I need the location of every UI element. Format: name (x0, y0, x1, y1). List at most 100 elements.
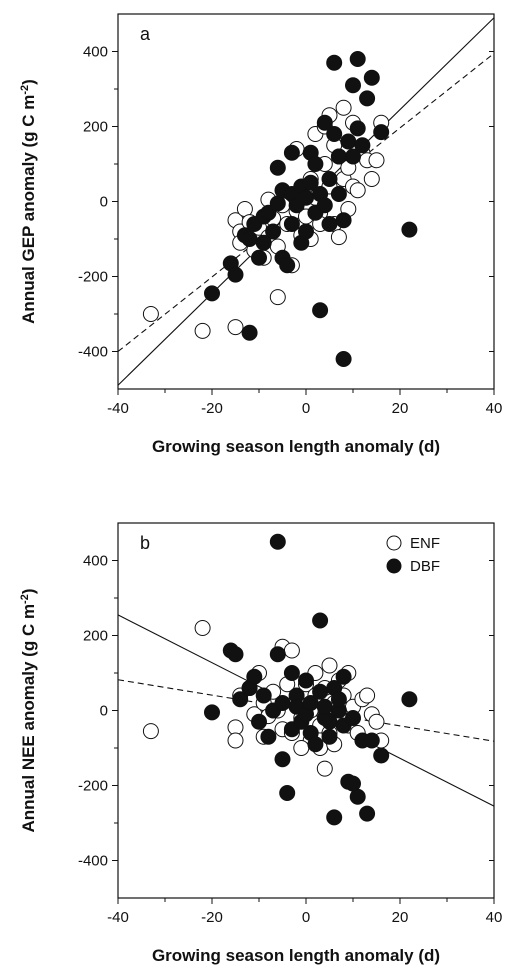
point-dbf (307, 736, 324, 753)
point-dbf (349, 120, 366, 137)
point-dbf (359, 90, 376, 107)
point-enf (316, 760, 333, 777)
x-tick-label: 20 (392, 909, 409, 926)
x-tick-label: 40 (486, 909, 503, 926)
panel-label: a (140, 24, 151, 44)
point-enf (142, 306, 159, 322)
y-tick-label: -200 (78, 269, 108, 286)
point-enf (293, 740, 310, 756)
point-enf (368, 713, 385, 730)
y-tick-label: 200 (83, 628, 108, 645)
point-dbf (316, 698, 333, 715)
y-tick-label: 0 (100, 194, 108, 211)
data-points (142, 533, 418, 826)
point-enf (349, 182, 366, 199)
x-tick-label: -20 (201, 909, 223, 926)
point-dbf (269, 646, 286, 663)
point-dbf (321, 216, 338, 232)
point-dbf (251, 249, 267, 266)
point-dbf (274, 751, 291, 768)
x-tick-label: 0 (302, 909, 310, 926)
x-tick-label: 0 (302, 400, 310, 417)
point-dbf (373, 747, 390, 764)
point-dbf (251, 713, 267, 730)
point-dbf (269, 533, 286, 550)
point-dbf (255, 687, 272, 704)
x-tick-label: -20 (201, 400, 223, 417)
point-dbf (279, 785, 296, 801)
point-dbf (283, 216, 300, 232)
point-dbf (401, 221, 418, 238)
point-dbf (330, 691, 347, 708)
point-dbf (283, 144, 300, 161)
y-axis-label: Annual NEE anomaly (g C m-2) (19, 588, 38, 832)
point-dbf (246, 668, 263, 685)
legend: ENF DBF (386, 535, 440, 575)
point-dbf (269, 159, 286, 176)
point-dbf (401, 691, 418, 708)
point-dbf (335, 212, 352, 229)
point-dbf (241, 324, 258, 341)
point-dbf (274, 695, 291, 711)
point-dbf (312, 683, 329, 700)
point-dbf (316, 197, 333, 214)
point-dbf (265, 223, 282, 240)
y-tick-label: 400 (83, 553, 108, 570)
y-axis-label: Annual GEP anomaly (g C m-2) (19, 79, 38, 324)
point-dbf (204, 285, 220, 302)
point-enf (194, 620, 211, 636)
legend-enf-label: ENF (410, 535, 440, 552)
point-dbf (335, 351, 352, 367)
data-points (142, 51, 418, 367)
point-dbf (326, 126, 343, 142)
point-dbf (227, 646, 244, 663)
point-dbf (298, 189, 314, 206)
point-dbf (330, 148, 347, 165)
point-enf (359, 687, 376, 704)
y-tick-label: -200 (78, 778, 108, 795)
point-dbf (349, 51, 366, 67)
point-dbf (321, 171, 338, 187)
point-dbf (345, 710, 361, 726)
x-tick-label: -40 (107, 909, 129, 926)
point-dbf (307, 156, 324, 172)
point-dbf (260, 728, 277, 745)
y-axis-label-close: ) (19, 79, 38, 85)
legend-dbf-marker (386, 558, 402, 574)
point-dbf (340, 133, 357, 150)
y-tick-label: 0 (100, 703, 108, 720)
point-enf (194, 322, 211, 339)
point-dbf (204, 704, 220, 721)
point-dbf (232, 691, 249, 708)
point-dbf (345, 77, 361, 94)
point-dbf (349, 788, 366, 805)
x-axis-label: Growing season length anomaly (d) (152, 437, 440, 456)
legend-dbf-label: DBF (410, 558, 440, 575)
point-dbf (283, 665, 300, 681)
point-dbf (255, 234, 272, 251)
point-dbf (373, 124, 390, 141)
point-dbf (316, 114, 333, 131)
point-dbf (335, 668, 352, 685)
y-axis-label-main: Annual GEP anomaly (g C m (19, 95, 38, 324)
y-axis-label-superscript: -2 (19, 85, 31, 95)
point-dbf (312, 612, 329, 629)
point-dbf (330, 186, 347, 202)
point-dbf (326, 809, 343, 826)
y-tick-label: -400 (78, 853, 108, 870)
y-axis-label-superscript: -2 (19, 594, 31, 604)
point-dbf (345, 148, 361, 165)
point-enf (283, 642, 300, 659)
point-enf (142, 723, 159, 740)
point-dbf (241, 231, 258, 247)
point-enf (335, 99, 352, 116)
x-tick-label: -40 (107, 400, 129, 417)
x-tick-label: 40 (486, 400, 503, 417)
point-dbf (326, 54, 343, 71)
point-dbf (302, 174, 319, 191)
point-enf (368, 152, 385, 169)
